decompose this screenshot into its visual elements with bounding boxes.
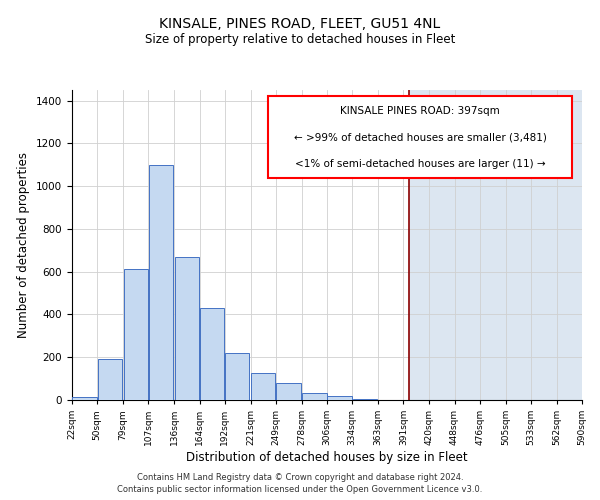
Y-axis label: Number of detached properties: Number of detached properties [17,152,31,338]
Bar [328,396,352,400]
Text: Size of property relative to detached houses in Fleet: Size of property relative to detached ho… [145,32,455,46]
Bar [73,397,97,400]
Text: Contains HM Land Registry data © Crown copyright and database right 2024.: Contains HM Land Registry data © Crown c… [137,472,463,482]
Bar [225,353,250,400]
Bar [302,392,326,400]
Text: KINSALE PINES ROAD: 397sqm: KINSALE PINES ROAD: 397sqm [340,106,500,116]
Bar [251,374,275,400]
X-axis label: Distribution of detached houses by size in Fleet: Distribution of detached houses by size … [186,451,468,464]
Bar [124,268,148,400]
Text: <1% of semi-detached houses are larger (11) →: <1% of semi-detached houses are larger (… [295,158,545,168]
FancyBboxPatch shape [268,96,572,178]
Bar [97,360,122,400]
Bar [353,399,377,400]
Text: ← >99% of detached houses are smaller (3,481): ← >99% of detached houses are smaller (3… [293,132,547,142]
Bar [149,165,173,400]
Bar [200,308,224,400]
Text: KINSALE, PINES ROAD, FLEET, GU51 4NL: KINSALE, PINES ROAD, FLEET, GU51 4NL [160,18,440,32]
Bar [409,90,582,400]
Bar [175,257,199,400]
Text: Contains public sector information licensed under the Open Government Licence v3: Contains public sector information licen… [118,485,482,494]
Bar [276,383,301,400]
